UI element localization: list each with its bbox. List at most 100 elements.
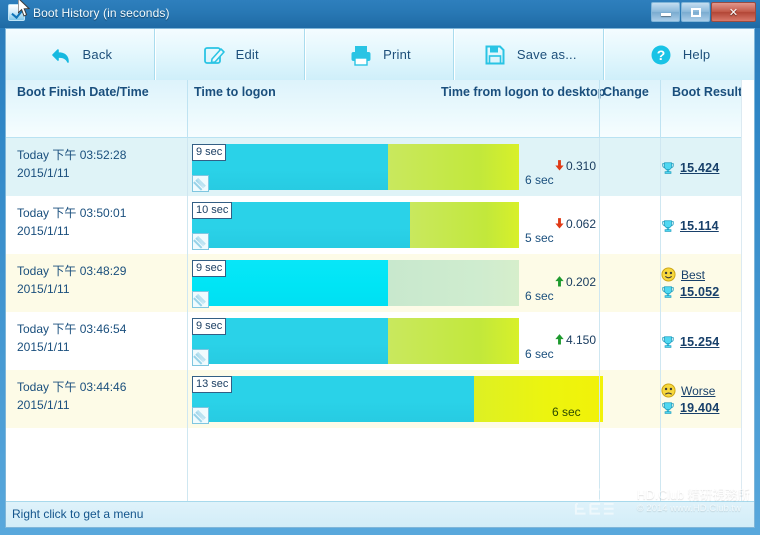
boot-result-value-line[interactable]: 15.114 [661, 217, 719, 234]
trophy-icon [662, 285, 674, 298]
floppy-disk-icon [485, 45, 505, 64]
time-to-logon-label: 13 sec [192, 376, 233, 393]
logon-to-desktop-label: 5 sec [525, 231, 554, 245]
column-separator [660, 138, 661, 519]
bar-segment-logon-to-desktop[interactable] [474, 376, 603, 422]
boot-result-cell: Best 15.052 [661, 266, 719, 300]
toolbar: Back Edit Print [6, 29, 754, 80]
save-as-button[interactable]: Save as... [455, 29, 606, 80]
bar-segment-logon-to-desktop[interactable] [388, 260, 519, 306]
boot-result-tag-line: Best [661, 266, 719, 283]
smiley-sad-icon [661, 383, 676, 398]
change-value: 0.202 [534, 275, 596, 289]
time-to-logon-label: 10 sec [192, 202, 233, 219]
minimize-button[interactable] [651, 2, 680, 22]
boot-time-bar[interactable]: 10 sec [192, 202, 519, 250]
table-row[interactable]: Today 下午 03:48:29 2015/1/11 9 sec 6 sec 0.20… [6, 254, 754, 312]
boot-result-cell: 15.424 [661, 159, 719, 176]
boot-result-cell: 15.254 [661, 333, 719, 350]
window-title: Boot History (in seconds) [33, 5, 170, 20]
header-change[interactable]: Change [603, 85, 649, 99]
table-row[interactable]: Today 下午 03:52:28 2015/1/11 9 sec 6 sec 0.31… [6, 138, 754, 196]
column-separator [187, 138, 188, 519]
change-number: 0.310 [565, 159, 596, 173]
boot-result-tag: Best [681, 267, 706, 282]
close-icon: ✕ [728, 6, 739, 19]
header-time-to-logon[interactable]: Time to logon [194, 85, 276, 99]
boot-result-value-line[interactable]: 15.052 [661, 283, 719, 300]
time-to-logon-label: 9 sec [192, 318, 227, 335]
client-area: Back Edit Print [5, 28, 755, 528]
table-row[interactable]: Today 下午 03:46:54 2015/1/11 9 sec 6 sec 4.15… [6, 312, 754, 370]
row-date-line1: Today 下午 03:50:01 [17, 206, 127, 220]
printer-icon [351, 45, 371, 66]
print-button[interactable]: Print [305, 29, 456, 80]
status-hint: Right click to get a menu [12, 507, 144, 521]
pencil-square-icon [203, 46, 225, 64]
boot-result-value[interactable]: 19.404 [680, 400, 720, 415]
maximize-icon [682, 3, 709, 21]
arrow-up-icon [555, 334, 564, 345]
arrow-down-icon [555, 218, 564, 229]
row-edit-pencil-icon[interactable] [192, 291, 209, 308]
boot-result-value-line[interactable]: 15.424 [661, 159, 719, 176]
row-date-line2: 2015/1/11 [17, 340, 70, 354]
arrow-up-icon [555, 276, 564, 287]
row-date-line2: 2015/1/11 [17, 282, 70, 296]
edit-button[interactable]: Edit [155, 29, 306, 80]
trophy-icon [662, 401, 674, 414]
bar-segment-logon-to-desktop[interactable] [388, 318, 519, 364]
change-number: 0.062 [565, 217, 596, 231]
header-date[interactable]: Boot Finish Date/Time [17, 85, 149, 99]
header-logon-to-desktop[interactable]: Time from logon to desktop [441, 85, 606, 99]
table-row[interactable]: Today 下午 03:44:46 2015/1/11 13 sec 6 sec Wor… [6, 370, 754, 428]
boot-result-value-line[interactable]: 19.404 [661, 399, 719, 416]
logon-to-desktop-label: 6 sec [552, 405, 581, 419]
boot-time-bar[interactable]: 9 sec [192, 260, 519, 308]
row-date-line2: 2015/1/11 [17, 398, 70, 412]
bar-segment-logon-to-desktop[interactable] [388, 144, 519, 190]
row-edit-pencil-icon[interactable] [192, 349, 209, 366]
trophy-icon [662, 219, 674, 232]
boot-result-value[interactable]: 15.424 [680, 160, 720, 175]
bar-segment-logon-to-desktop[interactable] [410, 202, 519, 248]
help-button[interactable]: ? Help [605, 29, 754, 80]
window-controls: ✕ [650, 2, 756, 22]
boot-time-bar[interactable]: 13 sec [192, 376, 603, 424]
boot-result-value[interactable]: 15.052 [680, 284, 720, 299]
edit-label: Edit [235, 47, 259, 62]
table-header: Boot Finish Date/Time Time to logon Time… [6, 80, 754, 138]
boot-time-bar[interactable]: 9 sec [192, 144, 519, 192]
row-date-time: Today 下午 03:44:46 2015/1/11 [17, 378, 126, 414]
column-separator [599, 138, 600, 519]
header-separator [660, 80, 661, 138]
maximize-button[interactable] [681, 2, 710, 22]
boot-result-value[interactable]: 15.254 [680, 334, 720, 349]
table-row[interactable]: Today 下午 03:50:01 2015/1/11 10 sec 5 sec 0.0… [6, 196, 754, 254]
change-number: 4.150 [565, 333, 596, 347]
logon-to-desktop-label: 6 sec [525, 289, 554, 303]
arrow-down-icon [555, 160, 564, 171]
back-button[interactable]: Back [6, 29, 156, 80]
boot-result-value[interactable]: 15.114 [680, 218, 719, 233]
vertical-scrollbar[interactable] [741, 80, 754, 519]
row-edit-pencil-icon[interactable] [192, 175, 209, 192]
row-edit-pencil-icon[interactable] [192, 407, 209, 424]
status-bar: Right click to get a menu [6, 501, 754, 527]
row-edit-pencil-icon[interactable] [192, 233, 209, 250]
row-date-line1: Today 下午 03:52:28 [17, 148, 127, 162]
close-button[interactable]: ✕ [711, 2, 756, 22]
change-value: 4.150 [534, 333, 596, 347]
header-boot-result[interactable]: Boot Result [672, 85, 743, 99]
header-separator [187, 80, 188, 138]
bar-segment-time-to-logon[interactable] [192, 376, 474, 422]
boot-time-bar[interactable]: 9 sec [192, 318, 519, 366]
smiley-happy-icon [661, 267, 676, 282]
row-date-line1: Today 下午 03:48:29 [17, 264, 127, 278]
help-label: Help [682, 47, 711, 62]
boot-result-value-line[interactable]: 15.254 [661, 333, 719, 350]
save-as-label: Save as... [516, 47, 577, 62]
boot-result-tag-line: Worse [661, 382, 719, 399]
row-date-time: Today 下午 03:50:01 2015/1/11 [17, 204, 126, 240]
